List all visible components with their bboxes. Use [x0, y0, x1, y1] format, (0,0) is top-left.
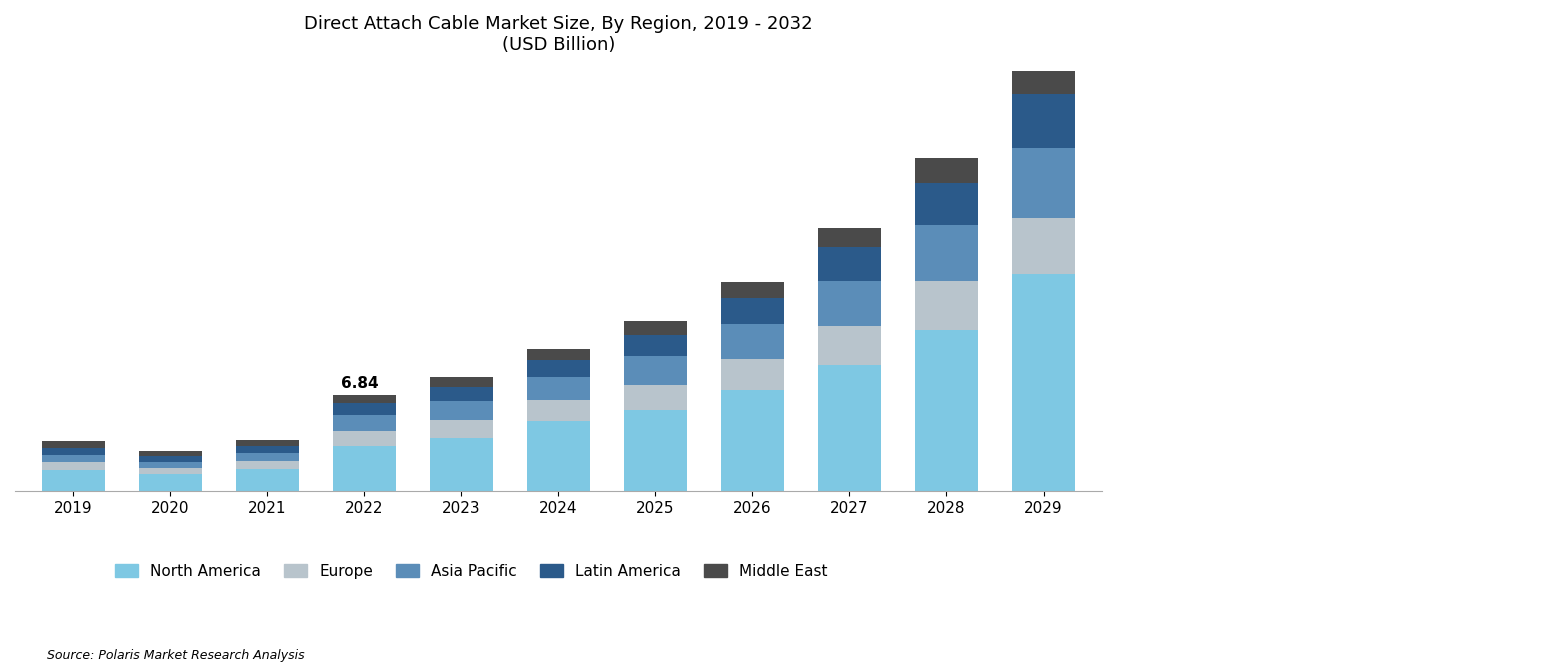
Bar: [721, 282, 783, 298]
Bar: [1303, 0, 1366, 29]
Bar: [1011, 274, 1075, 491]
Bar: [624, 356, 687, 384]
Bar: [527, 400, 589, 421]
Bar: [817, 228, 881, 247]
Bar: [236, 453, 299, 461]
Bar: [915, 159, 979, 182]
Bar: [236, 440, 299, 446]
Bar: [1109, 71, 1173, 155]
Bar: [1011, 148, 1075, 218]
Bar: [1011, 64, 1075, 95]
Bar: [527, 378, 589, 400]
Bar: [1011, 218, 1075, 274]
Bar: [915, 182, 979, 224]
Bar: [1303, 127, 1366, 491]
Bar: [430, 438, 493, 491]
Bar: [915, 224, 979, 281]
Bar: [624, 384, 687, 410]
Bar: [138, 474, 202, 491]
Bar: [1207, 182, 1269, 491]
Bar: [42, 470, 105, 491]
Bar: [527, 349, 589, 360]
Bar: [1109, 7, 1173, 71]
Bar: [624, 335, 687, 356]
Bar: [817, 247, 881, 281]
Bar: [42, 455, 105, 462]
Bar: [42, 462, 105, 470]
Bar: [1207, 1, 1269, 99]
Title: Direct Attach Cable Market Size, By Region, 2019 - 2032
(USD Billion): Direct Attach Cable Market Size, By Regi…: [304, 15, 813, 54]
Bar: [236, 461, 299, 469]
Bar: [1109, 224, 1173, 491]
Bar: [430, 386, 493, 402]
Bar: [915, 330, 979, 491]
Bar: [721, 390, 783, 491]
Bar: [915, 281, 979, 330]
Bar: [721, 324, 783, 359]
Bar: [1303, 29, 1366, 127]
Bar: [333, 403, 396, 416]
Bar: [42, 442, 105, 448]
Bar: [624, 410, 687, 491]
Bar: [430, 402, 493, 420]
Bar: [817, 365, 881, 491]
Bar: [138, 462, 202, 468]
Text: Source: Polaris Market Research Analysis: Source: Polaris Market Research Analysis: [47, 649, 304, 663]
Bar: [138, 451, 202, 456]
Bar: [333, 416, 396, 431]
Bar: [527, 421, 589, 491]
Bar: [333, 446, 396, 491]
Bar: [1109, 0, 1173, 7]
Bar: [430, 378, 493, 386]
Bar: [624, 322, 687, 335]
Bar: [333, 431, 396, 446]
Bar: [430, 420, 493, 438]
Bar: [333, 395, 396, 403]
Bar: [236, 469, 299, 491]
Bar: [721, 359, 783, 390]
Bar: [138, 468, 202, 474]
Bar: [1011, 95, 1075, 148]
Bar: [1109, 155, 1173, 224]
Text: 6.84: 6.84: [341, 376, 378, 391]
Bar: [138, 456, 202, 462]
Bar: [527, 360, 589, 378]
Bar: [817, 281, 881, 326]
Bar: [817, 326, 881, 365]
Bar: [236, 446, 299, 453]
Bar: [721, 298, 783, 324]
Bar: [42, 448, 105, 455]
Legend: North America, Europe, Asia Pacific, Latin America, Middle East: North America, Europe, Asia Pacific, Lat…: [109, 557, 833, 585]
Bar: [1207, 99, 1269, 182]
